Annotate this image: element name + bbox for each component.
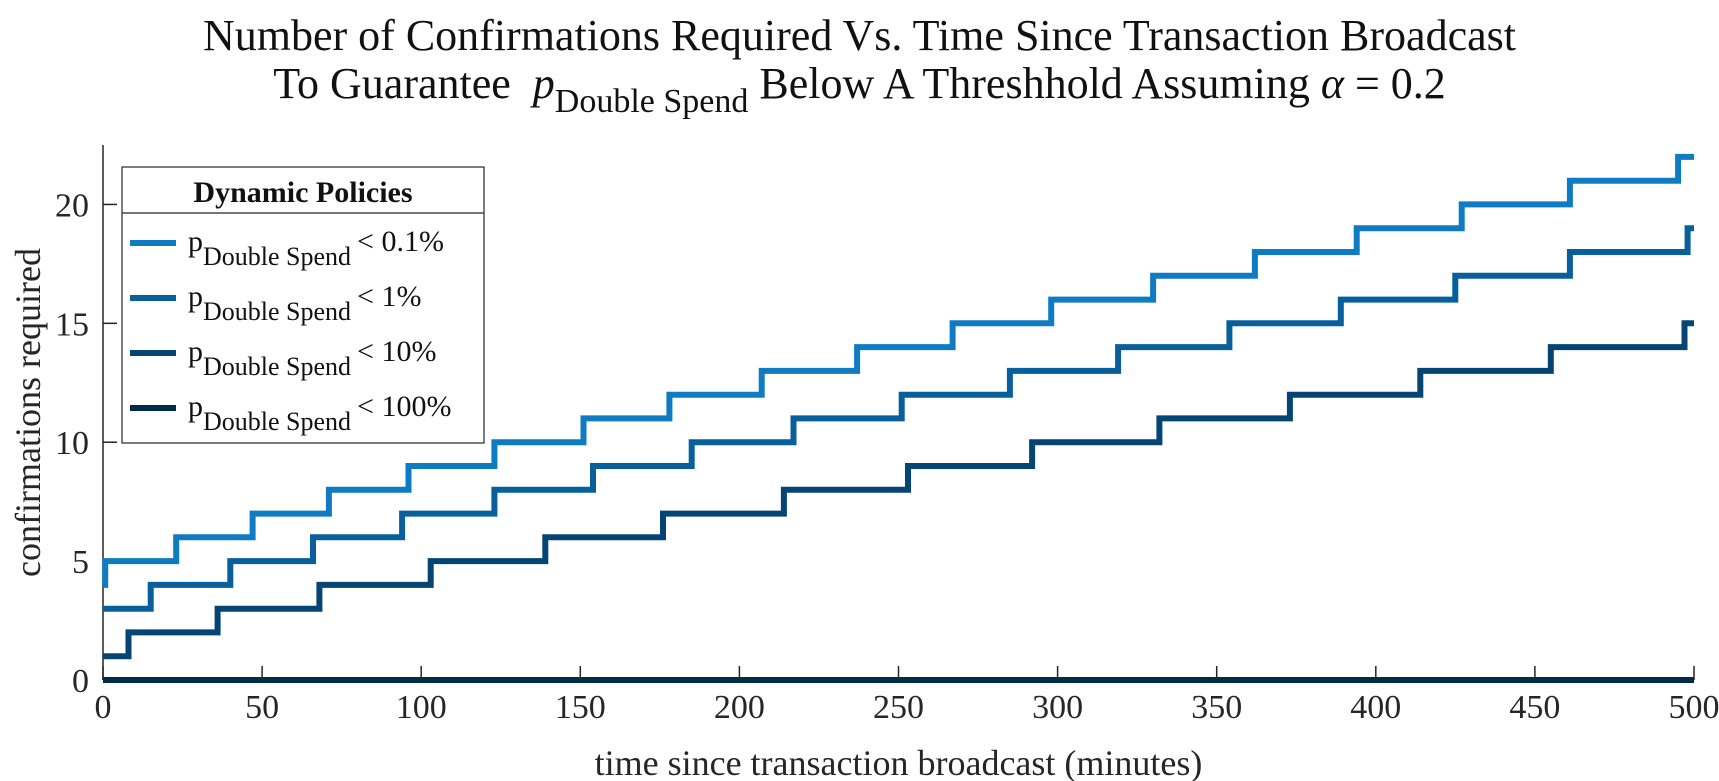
legend-entry-3: pDouble Spend < 10% bbox=[188, 335, 436, 381]
x-tick-label: 300 bbox=[1032, 689, 1083, 726]
title-line-1-text: Number of Confirmations Required Vs. Tim… bbox=[203, 11, 1516, 60]
title-p-subscript: Double Spend bbox=[554, 83, 749, 120]
series-line-1 bbox=[102, 153, 1694, 588]
legend-title: Dynamic Policies bbox=[193, 176, 412, 209]
series-line-2 bbox=[103, 225, 1694, 612]
x-tick-label: 150 bbox=[555, 689, 606, 726]
title-suffix: Below A Threshhold Assuming bbox=[759, 59, 1310, 108]
x-tick-label: 450 bbox=[1509, 689, 1560, 726]
legend: Dynamic Policies pDouble Spend < 0.1% pDoub… bbox=[121, 166, 485, 444]
x-tick-label: 350 bbox=[1191, 689, 1242, 726]
y-tick-label: 0 bbox=[72, 663, 89, 700]
x-tick-label: 400 bbox=[1350, 689, 1401, 726]
x-tick-label: 200 bbox=[714, 689, 765, 726]
series-line-3 bbox=[103, 320, 1694, 660]
y-tick-label: 5 bbox=[72, 544, 89, 581]
x-axis-label: time since transaction broadcast (minute… bbox=[595, 743, 1203, 781]
x-tick-label: 500 bbox=[1669, 689, 1719, 726]
title-alpha-value: = 0.2 bbox=[1354, 59, 1446, 108]
title-p-symbol: p bbox=[532, 59, 555, 108]
chart-title-line-2: To Guarantee pDouble Spend Below A Thres… bbox=[0, 58, 1719, 120]
y-tick-label: 15 bbox=[55, 306, 89, 343]
title-alpha-symbol: α bbox=[1320, 59, 1344, 108]
y-tick-label: 20 bbox=[55, 187, 89, 224]
chart-title-line-1: Number of Confirmations Required Vs. Tim… bbox=[0, 10, 1719, 61]
series-lines bbox=[102, 153, 1694, 683]
y-axis-label: confirmations required bbox=[8, 248, 48, 577]
axes: 0 50 100 150 200 250 300 350 400 450 500 0 5 10 15 20 ti… bbox=[8, 145, 1719, 781]
x-tick-label: 100 bbox=[396, 689, 447, 726]
x-tick-label: 0 bbox=[95, 689, 112, 726]
legend-entry-4: pDouble Spend < 100% bbox=[188, 390, 451, 436]
title-prefix: To Guarantee bbox=[273, 59, 511, 108]
legend-entry-2: pDouble Spend < 1% bbox=[188, 280, 421, 326]
x-tick-label: 250 bbox=[873, 689, 924, 726]
x-tick-label: 50 bbox=[245, 689, 279, 726]
legend-entry-1: pDouble Spend < 0.1% bbox=[188, 225, 444, 271]
y-tick-label: 10 bbox=[55, 425, 89, 462]
